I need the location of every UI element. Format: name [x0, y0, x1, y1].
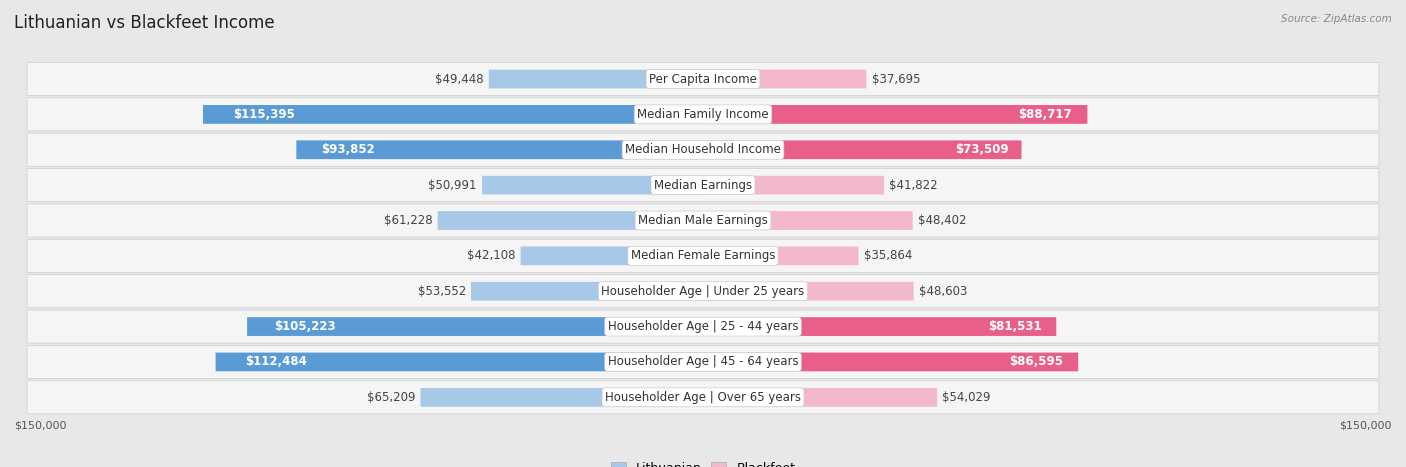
Text: Source: ZipAtlas.com: Source: ZipAtlas.com: [1281, 14, 1392, 24]
Text: Median Male Earnings: Median Male Earnings: [638, 214, 768, 227]
FancyBboxPatch shape: [27, 310, 1379, 343]
Text: $50,991: $50,991: [429, 178, 477, 191]
Text: $42,108: $42,108: [467, 249, 516, 262]
Text: Lithuanian vs Blackfeet Income: Lithuanian vs Blackfeet Income: [14, 14, 274, 32]
Text: $112,484: $112,484: [245, 355, 307, 368]
FancyBboxPatch shape: [215, 353, 703, 371]
Text: $86,595: $86,595: [1010, 355, 1063, 368]
FancyBboxPatch shape: [297, 141, 703, 159]
FancyBboxPatch shape: [703, 70, 866, 88]
Text: $150,000: $150,000: [1340, 420, 1392, 430]
FancyBboxPatch shape: [489, 70, 703, 88]
Text: $54,029: $54,029: [942, 391, 991, 404]
Text: $41,822: $41,822: [890, 178, 938, 191]
FancyBboxPatch shape: [703, 353, 1078, 371]
FancyBboxPatch shape: [703, 317, 1056, 336]
FancyBboxPatch shape: [27, 133, 1379, 166]
Text: Per Capita Income: Per Capita Income: [650, 72, 756, 85]
FancyBboxPatch shape: [27, 204, 1379, 237]
FancyBboxPatch shape: [703, 388, 938, 407]
FancyBboxPatch shape: [703, 141, 1022, 159]
Text: Householder Age | Over 65 years: Householder Age | Over 65 years: [605, 391, 801, 404]
Text: Householder Age | 25 - 44 years: Householder Age | 25 - 44 years: [607, 320, 799, 333]
FancyBboxPatch shape: [520, 247, 703, 265]
FancyBboxPatch shape: [703, 105, 1087, 124]
Legend: Lithuanian, Blackfeet: Lithuanian, Blackfeet: [606, 457, 800, 467]
FancyBboxPatch shape: [703, 211, 912, 230]
Text: $48,402: $48,402: [918, 214, 966, 227]
FancyBboxPatch shape: [471, 282, 703, 301]
Text: Householder Age | 45 - 64 years: Householder Age | 45 - 64 years: [607, 355, 799, 368]
Text: $150,000: $150,000: [14, 420, 66, 430]
Text: Householder Age | Under 25 years: Householder Age | Under 25 years: [602, 285, 804, 298]
Text: $53,552: $53,552: [418, 285, 465, 298]
Text: Median Household Income: Median Household Income: [626, 143, 780, 156]
Text: $115,395: $115,395: [233, 108, 295, 121]
FancyBboxPatch shape: [703, 282, 914, 301]
FancyBboxPatch shape: [437, 211, 703, 230]
FancyBboxPatch shape: [27, 275, 1379, 308]
FancyBboxPatch shape: [703, 176, 884, 194]
Text: $88,717: $88,717: [1018, 108, 1071, 121]
FancyBboxPatch shape: [420, 388, 703, 407]
Text: $61,228: $61,228: [384, 214, 433, 227]
FancyBboxPatch shape: [482, 176, 703, 194]
FancyBboxPatch shape: [27, 63, 1379, 96]
FancyBboxPatch shape: [703, 247, 859, 265]
Text: Median Earnings: Median Earnings: [654, 178, 752, 191]
Text: $65,209: $65,209: [367, 391, 415, 404]
Text: $81,531: $81,531: [988, 320, 1042, 333]
Text: $105,223: $105,223: [274, 320, 336, 333]
Text: Median Family Income: Median Family Income: [637, 108, 769, 121]
Text: Median Female Earnings: Median Female Earnings: [631, 249, 775, 262]
FancyBboxPatch shape: [27, 239, 1379, 272]
FancyBboxPatch shape: [247, 317, 703, 336]
FancyBboxPatch shape: [27, 169, 1379, 202]
Text: $93,852: $93,852: [321, 143, 374, 156]
FancyBboxPatch shape: [27, 98, 1379, 131]
Text: $73,509: $73,509: [955, 143, 1008, 156]
Text: $37,695: $37,695: [872, 72, 920, 85]
Text: $35,864: $35,864: [863, 249, 912, 262]
FancyBboxPatch shape: [27, 346, 1379, 378]
FancyBboxPatch shape: [202, 105, 703, 124]
FancyBboxPatch shape: [27, 381, 1379, 414]
Text: $48,603: $48,603: [918, 285, 967, 298]
Text: $49,448: $49,448: [434, 72, 484, 85]
